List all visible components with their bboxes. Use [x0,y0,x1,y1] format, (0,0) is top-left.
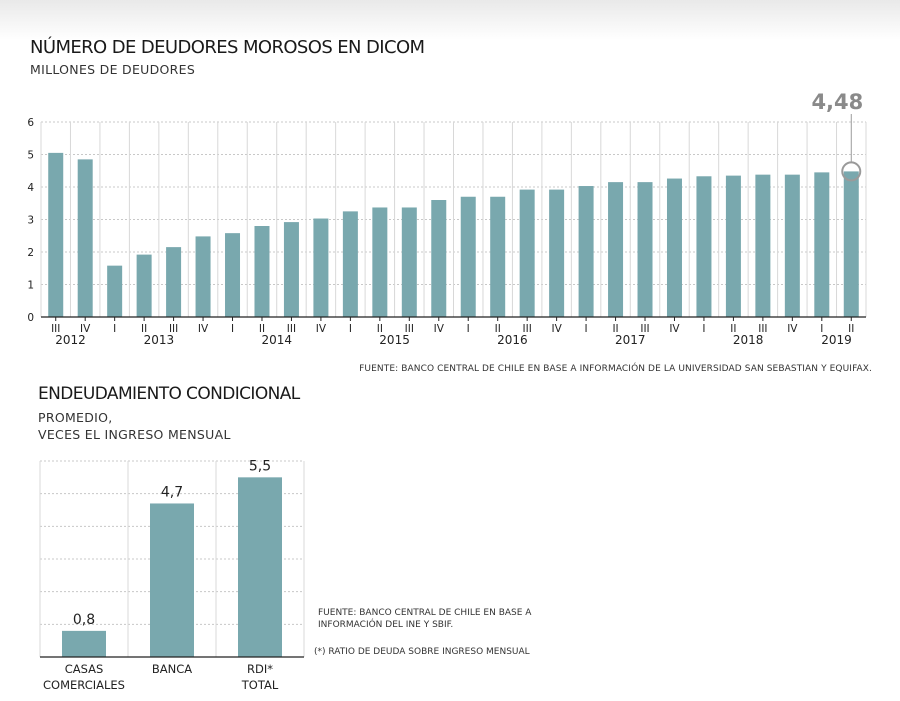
highlight-ring [841,161,862,182]
bar [608,182,624,317]
bar [401,207,417,317]
bar [666,178,682,317]
year-label: 2018 [733,333,764,347]
year-label: 2017 [615,333,646,347]
bar [784,174,800,317]
x-tick-label: IV [669,323,680,335]
category-label: BANCA [152,662,192,676]
chart2-source: FUENTE: BANCO CENTRAL DE CHILE EN BASE A… [318,608,532,630]
bar [62,630,106,657]
bar [48,152,64,317]
x-tick-label: IV [316,323,327,335]
chart2-note: (*) RATIO DE DEUDA SOBRE INGRESO MENSUAL [314,647,530,657]
chart1-subtitle: MILLONES DE DEUDORES [30,62,196,77]
bar [136,254,152,317]
y-tick-label: 2 [27,247,34,259]
category-label-line2: COMERCIALES [43,678,125,692]
bar [549,189,565,317]
year-label: 2013 [144,333,175,347]
x-tick-label: I [467,323,470,335]
chart2-subtitle-line2: VECES EL INGRESO MENSUAL [38,427,231,442]
category-label-line2: TOTAL [241,678,279,692]
x-tick-label: I [231,323,234,335]
x-tick-label: I [113,323,116,335]
bar [696,176,712,317]
bar [77,159,93,317]
year-label: 2015 [379,333,410,347]
bar [490,196,506,317]
x-tick-label: III [758,323,767,335]
bar [166,247,182,317]
year-label: 2014 [261,333,292,347]
bar [195,236,211,317]
x-tick-label: IV [551,323,562,335]
category-label: RDI* [247,662,273,676]
bar [814,172,830,317]
x-tick-label: I [585,323,588,335]
x-tick-label: III [51,323,60,335]
y-tick-label: 4 [27,182,34,194]
bar [342,211,358,317]
x-tick-label: III [640,323,649,335]
chart1-source: FUENTE: BANCO CENTRAL DE CHILE EN BASE A… [359,364,872,374]
x-tick-label: IV [434,323,445,335]
bar [254,226,270,317]
year-label: 2019 [821,333,852,347]
bar [238,477,282,657]
bar [107,265,123,317]
bar [755,174,771,317]
bar [519,189,535,317]
data-label: 0,8 [73,612,95,628]
x-tick-label: I [820,323,823,335]
bar [725,175,741,317]
chart1-title: NÚMERO DE DEUDORES MOROSOS EN DICOM [30,37,425,58]
bar [460,196,476,317]
category-label: CASAS [65,662,104,676]
data-label: 4,7 [161,484,183,500]
bar [843,171,859,317]
y-tick-label: 5 [27,150,34,162]
bar [225,233,241,317]
bar [637,182,653,317]
bar [372,207,388,317]
year-label: 2016 [497,333,528,347]
bar [431,200,447,317]
bar [578,186,594,317]
x-tick-label: II [848,323,854,335]
x-tick-label: I [702,323,705,335]
y-tick-label: 3 [27,215,34,227]
x-tick-label: II [495,323,501,335]
x-tick-label: II [377,323,383,335]
highlight-value: 4,48 [811,90,863,114]
chart2-title: ENDEUDAMIENTO CONDICIONAL [38,384,300,404]
bar [283,222,299,317]
x-tick-label: III [169,323,178,335]
bar [313,218,329,317]
x-tick-label: I [349,323,352,335]
x-tick-label: III [287,323,296,335]
year-label: 2012 [55,333,86,347]
x-tick-label: II [259,323,265,335]
x-tick-label: III [523,323,532,335]
y-tick-label: 0 [27,312,34,324]
x-tick-label: IV [198,323,209,335]
x-tick-label: IV [80,323,91,335]
x-tick-label: II [612,323,618,335]
x-tick-label: IV [787,323,798,335]
x-tick-label: III [405,323,414,335]
data-label: 5,5 [249,458,271,474]
x-tick-label: II [730,323,736,335]
y-tick-label: 1 [27,280,34,292]
x-tick-label: II [141,323,147,335]
chart2-subtitle-line1: PROMEDIO, [38,410,113,425]
y-tick-label: 6 [27,117,34,129]
bar [150,503,194,657]
